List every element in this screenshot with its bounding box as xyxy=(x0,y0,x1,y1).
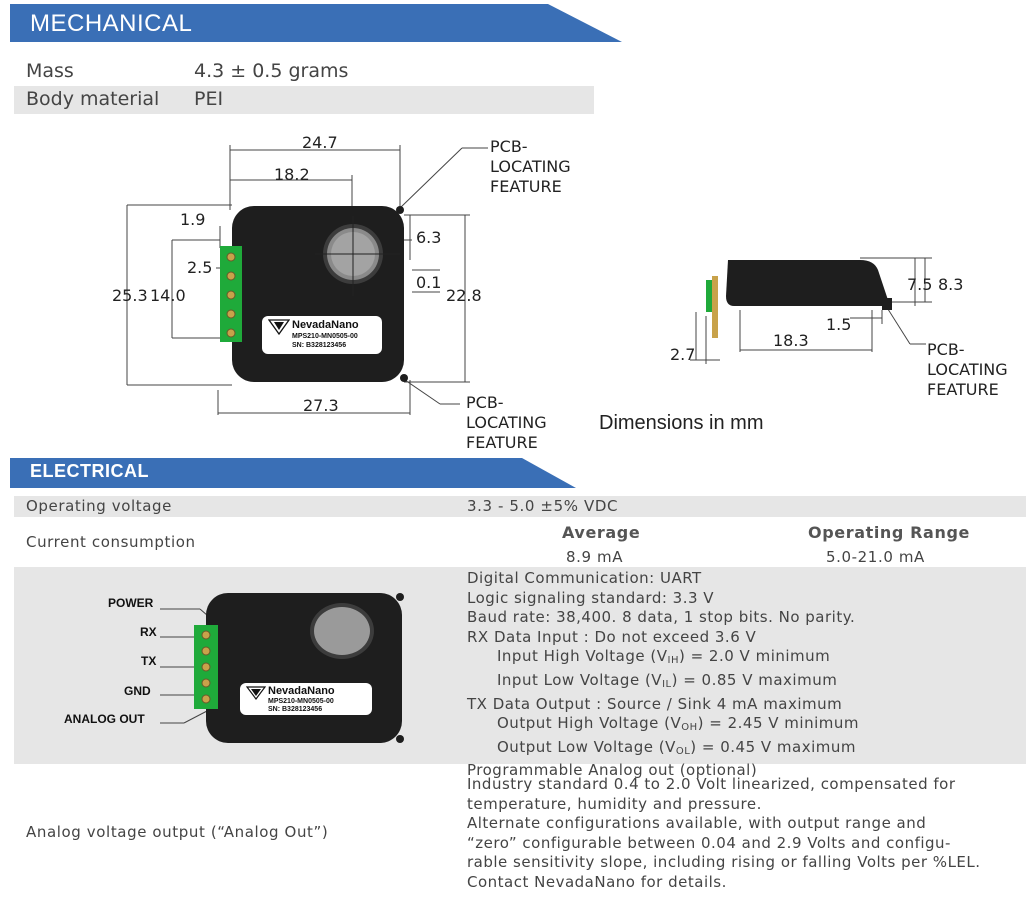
analog-spec-line: Contact NevadaNano for details. xyxy=(467,872,727,891)
mass-label: Mass xyxy=(26,60,74,82)
dim-7-5: 7.5 xyxy=(907,275,933,294)
pinout-brand: NevadaNano xyxy=(268,685,335,697)
mass-value: 4.3 ± 0.5 grams xyxy=(194,60,349,82)
callout-pcb-locating-bottom: PCB- LOCATING FEATURE xyxy=(466,393,547,452)
pin-analog-out-label: ANALOG OUT xyxy=(64,712,145,726)
body-material-row: Body material PEI xyxy=(14,86,594,114)
operating-voltage-value: 3.3 - 5.0 ±5% VDC xyxy=(467,497,619,515)
side-view-drawing xyxy=(690,257,932,364)
spec-vil: Input Low Voltage (VIL) = 0.85 V maximum xyxy=(497,670,838,690)
average-header: Average xyxy=(562,523,641,542)
device-brand: NevadaNano xyxy=(292,319,359,331)
current-consumption-row: Current consumption Average Operating Ra… xyxy=(14,518,1026,566)
spec-analog-programmable: Programmable Analog out (optional) xyxy=(467,761,758,780)
electrical-banner: ELECTRICAL xyxy=(10,458,576,488)
dim-8-3: 8.3 xyxy=(938,275,964,294)
spec-tx-output: TX Data Output : Source / Sink 4 mA maxi… xyxy=(467,694,843,713)
operating-range-value: 5.0-21.0 mA xyxy=(826,548,925,566)
operating-voltage-label: Operating voltage xyxy=(26,497,173,515)
analog-spec-line: rable sensitivity slope, including risin… xyxy=(467,853,981,872)
dim-25-3: 25.3 xyxy=(112,286,148,305)
nevadanano-logo-icon xyxy=(246,686,266,700)
dim-18-3: 18.3 xyxy=(773,331,809,350)
dim-1-9: 1.9 xyxy=(180,210,206,229)
dim-27-3: 27.3 xyxy=(303,396,339,415)
dim-2-7: 2.7 xyxy=(670,345,696,364)
spec-vih: Input High Voltage (VIH) = 2.0 V minimum xyxy=(497,647,831,667)
communication-specs: Digital Communication: UART Logic signal… xyxy=(467,569,859,781)
dim-24-7: 24.7 xyxy=(302,133,338,152)
dim-2-5: 2.5 xyxy=(187,258,213,277)
pin-gnd-label: GND xyxy=(124,684,151,698)
spec-rx-input: RX Data Input : Do not exceed 3.6 V xyxy=(467,627,757,646)
spec-digital-comm: Digital Communication: UART xyxy=(467,569,702,587)
communication-row xyxy=(14,567,1026,764)
pinout-device-label: NevadaNano MPS210-MN0505-00 SN: B3281234… xyxy=(240,683,372,715)
analog-spec-line: temperature, humidity and pressure. xyxy=(467,794,762,813)
dim-6-3: 6.3 xyxy=(416,228,442,247)
current-consumption-label: Current consumption xyxy=(26,533,196,551)
analog-output-row: Analog voltage output (“Analog Out”) xyxy=(14,823,1026,845)
dim-1-5: 1.5 xyxy=(826,315,852,334)
mechanical-title: MECHANICAL xyxy=(30,10,193,37)
electrical-title: ELECTRICAL xyxy=(30,461,149,481)
pin-rx-label: RX xyxy=(140,625,157,639)
body-material-label: Body material xyxy=(26,88,160,110)
analog-output-label: Analog voltage output (“Analog Out”) xyxy=(26,823,329,841)
dim-18-2: 18.2 xyxy=(274,165,310,184)
callout-pcb-locating-side: PCB- LOCATING FEATURE xyxy=(927,340,1008,399)
callout-pcb-locating-top: PCB- LOCATING FEATURE xyxy=(490,137,571,196)
pinout-model: MPS210-MN0505-00 xyxy=(268,698,334,705)
average-value: 8.9 mA xyxy=(566,548,624,566)
nevadanano-logo-icon xyxy=(268,319,290,335)
mechanical-banner: MECHANICAL xyxy=(10,4,622,42)
pinout-drawing xyxy=(160,593,404,743)
analog-spec-line: “zero” configurable between 0.04 and 2.9… xyxy=(467,833,951,852)
spec-voh: Output High Voltage (VOH) = 2.45 V minim… xyxy=(497,714,859,734)
dim-22-8: 22.8 xyxy=(446,286,482,305)
spec-baud-rate: Baud rate: 38,400. 8 data, 1 stop bits. … xyxy=(467,608,856,627)
pin-tx-label: TX xyxy=(141,654,157,668)
spec-logic-standard: Logic signaling standard: 3.3 V xyxy=(467,588,715,607)
body-material-value: PEI xyxy=(194,88,224,110)
mass-row: Mass 4.3 ± 0.5 grams xyxy=(14,58,594,86)
device-serial: SN: B328123456 xyxy=(292,342,347,349)
dim-14-0: 14.0 xyxy=(150,286,186,305)
pin-power-label: POWER xyxy=(108,596,154,610)
operating-voltage-row: Operating voltage 3.3 - 5.0 ±5% VDC xyxy=(14,496,1026,517)
analog-spec-line: Industry standard 0.4 to 2.0 Volt linear… xyxy=(467,775,956,793)
operating-range-header: Operating Range xyxy=(808,523,970,542)
device-model: MPS210-MN0505-00 xyxy=(292,333,358,340)
pinout-serial: SN: B328123456 xyxy=(268,706,323,713)
spec-vol: Output Low Voltage (VOL) = 0.45 V maximu… xyxy=(497,737,857,757)
dimensions-note: Dimensions in mm xyxy=(599,412,764,434)
analog-spec-line: Alternate configurations available, with… xyxy=(467,814,927,833)
device-label: NevadaNano MPS210-MN0505-00 SN: B3281234… xyxy=(262,316,382,354)
dim-0-1: 0.1 xyxy=(416,273,442,292)
analog-output-specs: Industry standard 0.4 to 2.0 Volt linear… xyxy=(467,775,981,893)
